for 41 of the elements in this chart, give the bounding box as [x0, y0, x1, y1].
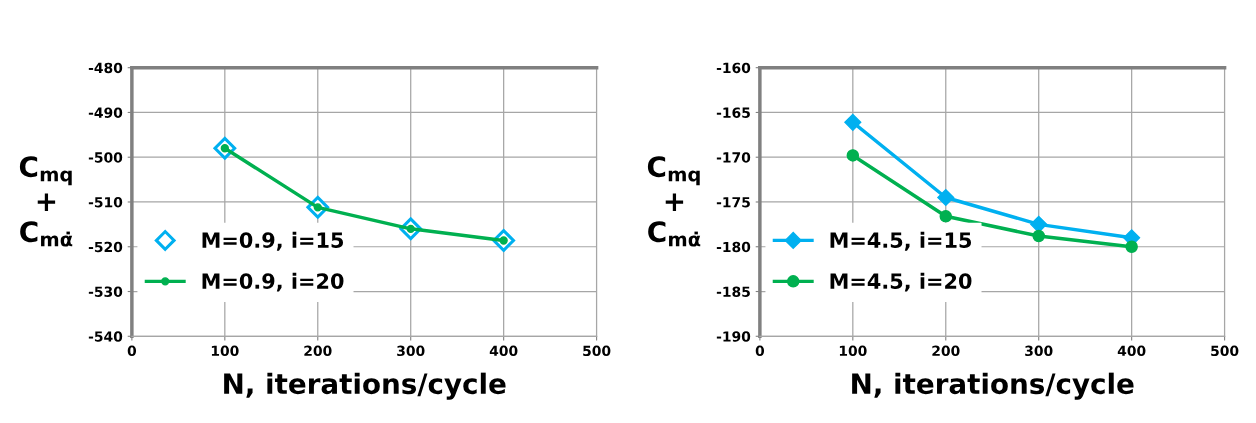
y-tick-label: -160	[716, 62, 751, 74]
point	[1125, 240, 1138, 254]
x-tick-label: 400	[1117, 345, 1146, 357]
x-axis-title: N, iterations/cycle	[224, 372, 506, 400]
x-tick-label: 0	[755, 345, 765, 357]
y-axis-title: C$_{mq}$ + C$_{mα̇}$	[647, 156, 701, 247]
y-tick-label: -175	[716, 197, 750, 208]
legend-label: M=0.9, i=20	[202, 272, 344, 292]
point	[1032, 229, 1045, 243]
x-tick-label: 100	[839, 345, 867, 357]
x-tick-label: 500	[583, 345, 611, 357]
legend-label: M=0.9, i=15	[202, 231, 344, 251]
y-tick-label: -530	[88, 286, 123, 297]
y-tick-label: -170	[716, 152, 751, 163]
y-tick-label: -490	[88, 107, 123, 118]
y-tick-label: -185	[716, 286, 750, 297]
legend-label: M=4.5, i=20	[830, 272, 972, 292]
x-tick-label: 500	[1211, 345, 1239, 357]
x-tick-label: 300	[397, 345, 425, 357]
x-tick-label: 100	[211, 345, 239, 357]
x-axis-title: N, iterations/cycle	[852, 372, 1134, 400]
y-tick-label: -540	[88, 331, 123, 342]
x-tick-label: 300	[1025, 345, 1053, 357]
y-tick-label: -520	[88, 241, 123, 253]
y-tick-label: -500	[88, 152, 123, 163]
y-tick-label: -165	[716, 107, 750, 118]
point	[844, 113, 862, 131]
point	[937, 188, 955, 207]
y-tick-label: -190	[716, 331, 751, 342]
y-tick-label: -480	[88, 62, 123, 74]
x-tick-label: 200	[304, 345, 332, 357]
point	[846, 149, 860, 162]
x-tick-label: 200	[932, 345, 960, 357]
point	[1030, 215, 1048, 233]
y-tick-label: -510	[88, 196, 123, 208]
point	[939, 210, 953, 223]
legend-label: M=4.5, i=15	[830, 231, 972, 251]
y-axis-title: C$_{mq}$ + C$_{mα̇}$	[19, 156, 73, 247]
x-tick-label: 400	[489, 345, 518, 357]
y-tick-label: -180	[716, 241, 751, 253]
x-tick-label: 0	[127, 345, 137, 357]
